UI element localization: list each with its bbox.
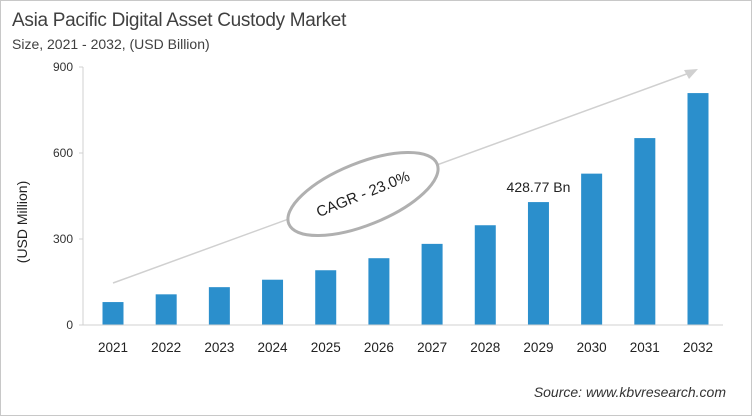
bar-2026: [368, 258, 390, 325]
cagr-ellipse: [286, 150, 440, 238]
source-text: Source: www.kbvresearch.com: [534, 384, 727, 400]
x-tick-label: 2023: [204, 340, 234, 355]
chart-title: Asia Pacific Digital Asset Custody Marke…: [12, 10, 347, 31]
x-tick-label: 2032: [683, 340, 713, 355]
cagr-annotation: CAGR - 23.0%: [286, 150, 440, 238]
bar-2032: [687, 93, 709, 325]
y-axis: 0 300 600 900: [53, 60, 84, 332]
y-tick-label: 0: [66, 318, 73, 332]
y-tick-label: 600: [53, 146, 73, 160]
bar-2025: [315, 270, 337, 325]
chart-subtitle: Size, 2021 - 2032, (USD Billion): [12, 36, 210, 52]
x-tick-label: 2026: [364, 340, 394, 355]
x-tick-label: 2021: [98, 340, 128, 355]
x-tick-label: 2022: [151, 340, 181, 355]
arrow-head-icon: [684, 69, 698, 79]
bar-2030: [581, 173, 603, 325]
x-tick-label: 2028: [470, 340, 500, 355]
bar-2031: [634, 138, 656, 325]
x-tick-label: 2029: [523, 340, 553, 355]
x-tick-label: 2025: [311, 340, 341, 355]
bar-2029: [527, 202, 549, 325]
bar-2022: [155, 294, 177, 325]
x-axis: 2021 2022 2023 2024 2025 2026 2027 2028 2029 2030…: [83, 324, 723, 355]
x-tick-label: 2031: [630, 340, 660, 355]
bar-2023: [208, 287, 230, 325]
x-tick-label: 2030: [577, 340, 607, 355]
bar-2021: [102, 302, 124, 325]
bars: [102, 93, 709, 325]
x-tick-label: 2024: [258, 340, 289, 355]
bar-2028: [474, 225, 496, 325]
x-tick-label: 2027: [417, 340, 447, 355]
y-axis-label: (USD Million): [14, 181, 30, 263]
bar-2027: [421, 243, 443, 325]
y-tick-label: 300: [53, 232, 73, 246]
data-label-2029: 428.77 Bn: [507, 179, 571, 195]
y-tick-label: 900: [53, 60, 73, 74]
bar-2024: [262, 279, 284, 325]
